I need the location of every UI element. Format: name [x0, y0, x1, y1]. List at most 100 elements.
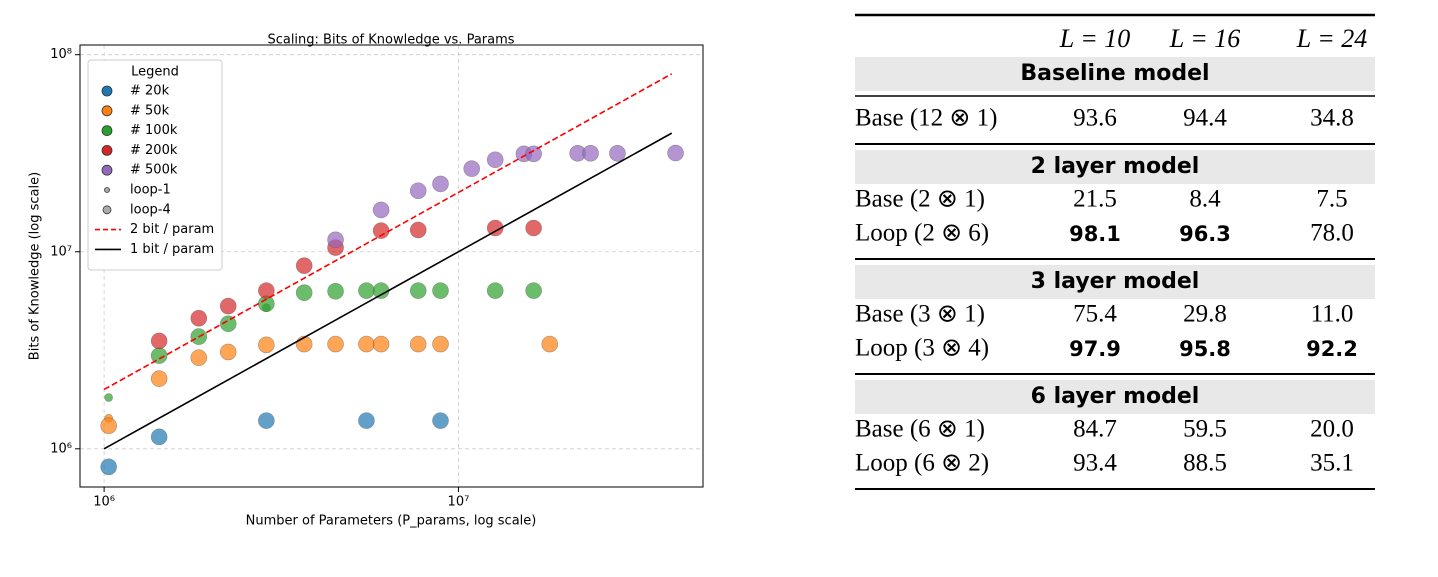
y-tick-label: 10⁷: [50, 244, 72, 259]
table-rule: [855, 143, 1375, 145]
section-band: [855, 150, 1375, 184]
scatter-point: [150, 332, 168, 350]
legend-label: loop-4: [130, 202, 171, 217]
scatter-point: [409, 182, 427, 200]
legend-label: # 20k: [130, 84, 170, 99]
x-axis-label: Number of Parameters (P_params, log scal…: [246, 514, 537, 529]
cell-value: 78.0: [1310, 220, 1354, 247]
row-label: Base (12 ⊗ 1): [855, 105, 997, 132]
scatter-point: [150, 370, 168, 387]
cell-value: 96.3: [1179, 222, 1231, 246]
cell-value: 84.7: [1073, 416, 1117, 443]
scatter-point: [372, 282, 390, 299]
row-label: Loop (2 ⊗ 6): [855, 220, 989, 247]
scatter-point: [372, 335, 390, 353]
scatter-point: [327, 231, 344, 249]
cell-value: 75.4: [1073, 301, 1117, 328]
scatter-point: [219, 315, 237, 333]
scatter-point: [525, 145, 542, 163]
section-band: [855, 380, 1375, 414]
scatter-point: [463, 160, 481, 177]
scatter-point: [327, 335, 344, 353]
x-tick-label: 10⁶: [93, 495, 115, 510]
scatter-point: [486, 151, 504, 169]
scatter-point: [190, 349, 208, 366]
scatter-point: [295, 335, 313, 353]
cell-value: 8.4: [1189, 186, 1221, 213]
cell-value: 11.0: [1311, 301, 1354, 328]
legend-label: 2 bit / param: [130, 222, 214, 237]
legend-label: loop-1: [130, 183, 171, 198]
scatter-point: [104, 393, 113, 402]
scatter-point: [409, 335, 427, 353]
y-axis-label: Bits of Knowledge (log scale): [28, 172, 43, 360]
section-title: Baseline model: [1020, 61, 1209, 86]
cell-value: 34.8: [1310, 105, 1354, 132]
table-rule: [855, 13, 1375, 17]
scatter-point: [409, 282, 427, 299]
cell-value: 88.5: [1183, 450, 1227, 477]
scatter-point: [219, 297, 237, 315]
table-rule: [855, 373, 1375, 375]
row-label: Base (3 ⊗ 1): [855, 301, 985, 328]
y-tick-label: 10⁶: [50, 441, 72, 456]
section-title: 2 layer model: [1031, 154, 1200, 179]
legend-label: # 500k: [130, 163, 178, 178]
plot-frame: [79, 44, 704, 488]
legend-label: 1 bit / param: [130, 242, 214, 257]
scatter-point: [327, 282, 344, 300]
table-rule: [855, 258, 1375, 260]
scatter-point: [486, 282, 504, 299]
legend-title: Legend: [131, 65, 179, 80]
scatter-point: [432, 335, 449, 353]
legend-swatch: [101, 85, 113, 97]
scatter-point: [667, 144, 684, 162]
scatter-point: [258, 336, 275, 354]
legend-swatch: [101, 164, 113, 176]
scatter-point: [100, 417, 117, 434]
scatter-point: [541, 335, 559, 353]
chart: Scaling: Bits of Knowledge vs. Params Nu…: [28, 33, 704, 529]
scatter-point: [358, 412, 375, 429]
table: L = 10 L = 16 L = 24 Baseline model Base (12…: [855, 13, 1375, 490]
row-label: Loop (3 ⊗ 4): [855, 335, 989, 362]
scatter-point: [219, 343, 237, 361]
section-band: [855, 265, 1375, 299]
scatter-point: [432, 282, 449, 299]
scatter-point: [150, 428, 168, 446]
scatter-point: [358, 282, 375, 299]
legend-swatch: [104, 187, 110, 193]
scatter-point: [295, 284, 313, 301]
table-rule: [855, 488, 1375, 490]
reference-line: [103, 132, 673, 450]
chart-title: Scaling: Bits of Knowledge vs. Params: [267, 33, 514, 48]
cell-value: 20.0: [1310, 416, 1354, 443]
scatter-point: [525, 219, 542, 237]
scatter-point: [609, 144, 626, 162]
reference-line: [103, 73, 673, 391]
column-header: L = 24: [1296, 24, 1368, 53]
legend-swatch: [102, 205, 112, 215]
cell-value: 92.2: [1306, 337, 1358, 361]
scatter-point: [358, 335, 375, 353]
column-header: L = 16: [1169, 24, 1241, 53]
row-label: Base (2 ⊗ 1): [855, 186, 985, 213]
table-rule: [855, 95, 1375, 97]
cell-value: 59.5: [1183, 416, 1227, 443]
scatter-point: [525, 282, 542, 299]
scatter-point: [372, 201, 390, 219]
y-tick-label: 10⁸: [50, 47, 72, 62]
scatter-point: [582, 144, 599, 162]
cell-value: 93.6: [1073, 105, 1117, 132]
legend-swatch: [101, 105, 113, 117]
scatter-point: [432, 175, 449, 193]
scatter-point: [100, 458, 117, 476]
cell-value: 29.8: [1183, 301, 1227, 328]
scatter-point: [258, 412, 275, 429]
cell-value: 35.1: [1310, 450, 1354, 477]
row-label: Base (6 ⊗ 1): [855, 416, 985, 443]
x-tick-label: 10⁷: [448, 495, 470, 510]
scatter-point: [486, 219, 504, 237]
legend-label: # 200k: [130, 143, 178, 158]
